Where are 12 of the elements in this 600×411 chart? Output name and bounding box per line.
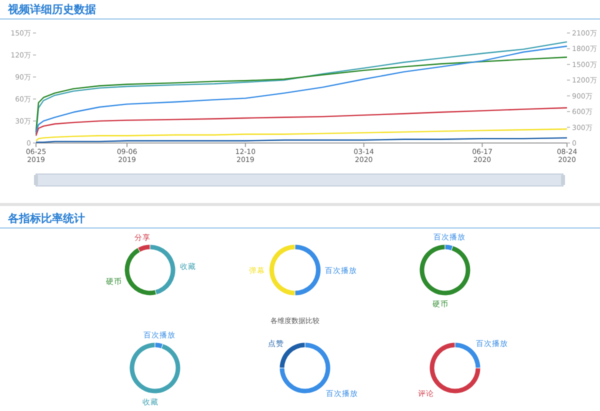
chart-title: 视频详细历史数据 [7,3,96,16]
donut-slice [295,244,321,296]
donut-slice [269,244,295,296]
donut-slice [130,342,180,394]
donut-slice [155,342,162,348]
donut-slice [124,248,156,296]
donut-slice [445,244,452,250]
donut-slice [138,244,150,252]
line-series [35,107,568,136]
chart-title: 各指标比率统计 [7,212,85,225]
donut-slice [420,244,470,296]
donut-slice [150,244,176,294]
